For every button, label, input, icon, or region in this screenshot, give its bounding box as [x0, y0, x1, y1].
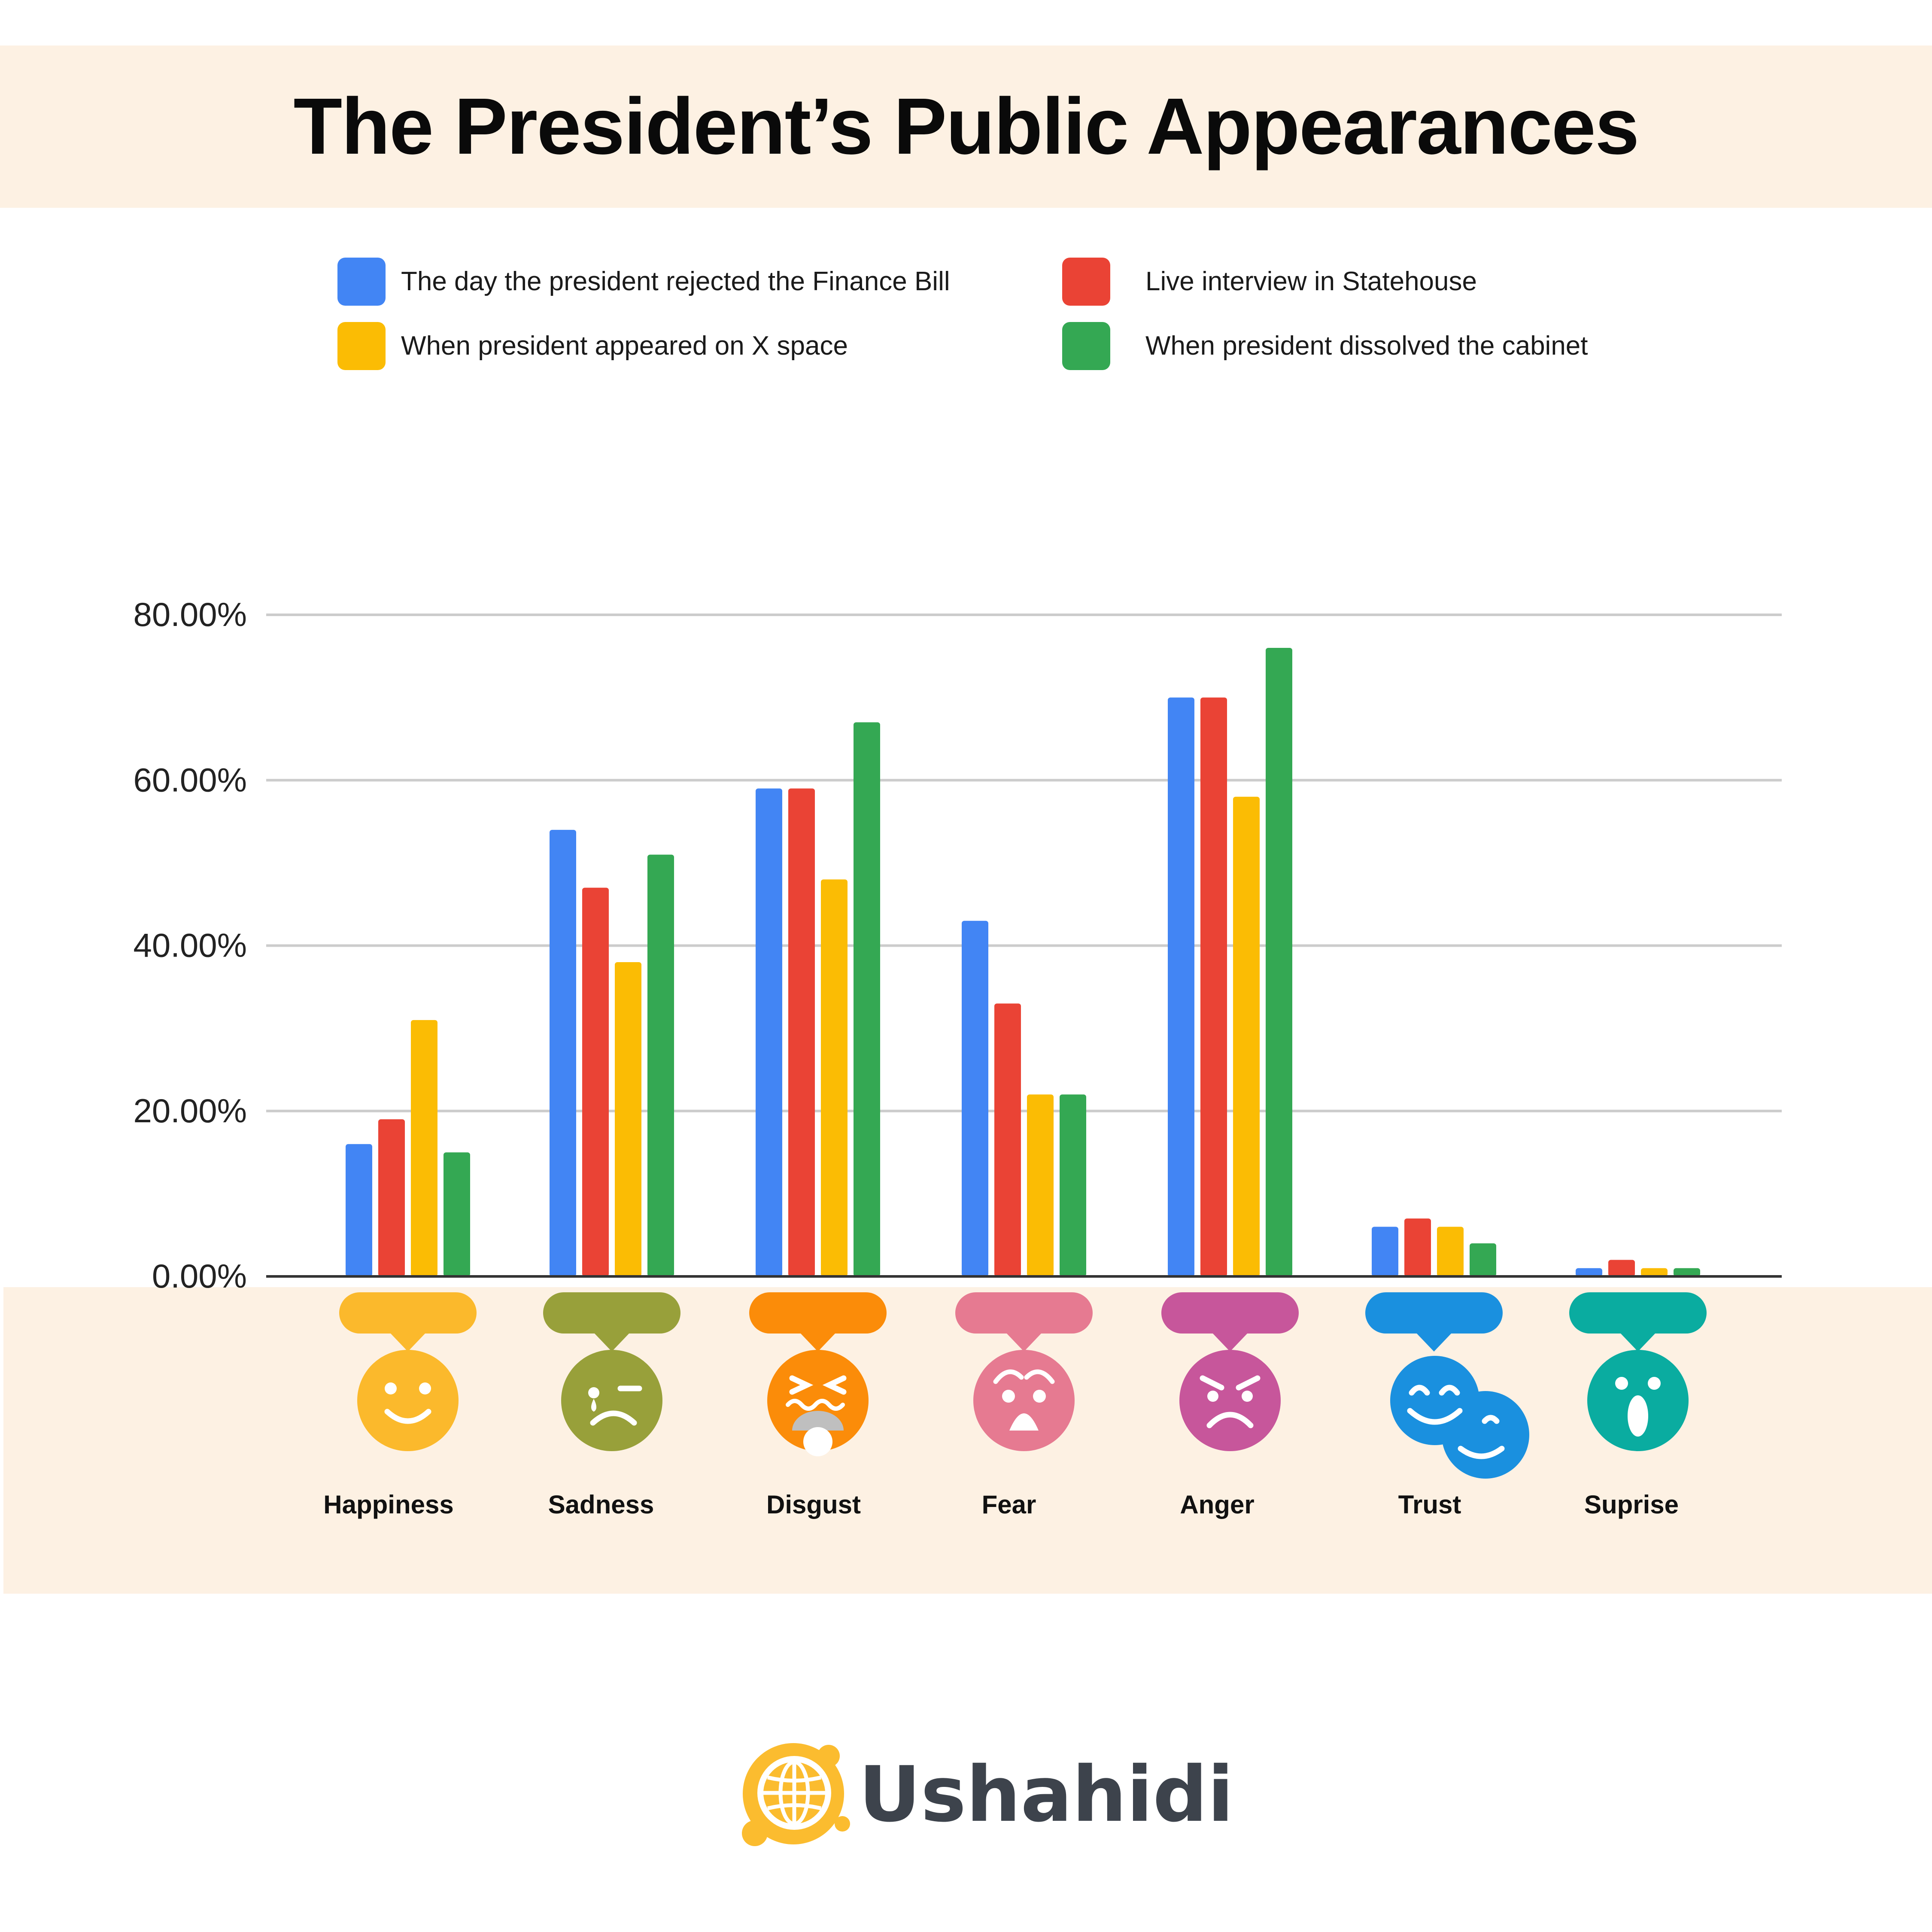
- brand-name: Ushahidi: [859, 1750, 1234, 1839]
- emotion-tab-pointer: [1006, 1333, 1042, 1352]
- bar: [1608, 1260, 1635, 1276]
- bar: [582, 887, 609, 1276]
- emotion-tab: [1569, 1292, 1707, 1334]
- bar: [615, 962, 641, 1276]
- title-band: [0, 46, 1932, 208]
- y-tick-label: 0.00%: [152, 1257, 247, 1295]
- bar: [962, 920, 988, 1276]
- category-label: Suprise: [1584, 1490, 1679, 1519]
- legend-label: When president dissolved the cabinet: [1145, 331, 1588, 361]
- y-tick-label: 40.00%: [133, 927, 247, 964]
- legend: The day the president rejected the Finan…: [0, 0, 1932, 386]
- bar: [444, 1152, 470, 1276]
- bar: [1266, 648, 1292, 1276]
- bar: [346, 1144, 372, 1276]
- bar: [411, 1020, 437, 1276]
- emotion-tab-pointer: [1416, 1333, 1452, 1352]
- bar: [1404, 1218, 1431, 1276]
- y-tick-label: 60.00%: [133, 761, 247, 799]
- bar: [1060, 1094, 1086, 1276]
- sad-face-icon: [561, 1350, 662, 1451]
- category-label: Fear: [982, 1490, 1036, 1519]
- chart-title: The President’s Public Appearances: [293, 82, 1640, 171]
- bar: [756, 788, 782, 1276]
- bar: [1233, 796, 1260, 1276]
- emotion-tab-pointer: [390, 1333, 426, 1352]
- legend-label: When president appeared on X space: [401, 331, 848, 361]
- fear-face-icon: [973, 1350, 1075, 1451]
- emotion-tab: [1365, 1292, 1503, 1334]
- bar: [1372, 1227, 1398, 1276]
- bar: [378, 1119, 405, 1276]
- emotion-tab-pointer: [800, 1333, 836, 1352]
- legend-label: The day the president rejected the Finan…: [401, 267, 950, 296]
- category-label: Anger: [1180, 1490, 1254, 1519]
- legend-swatch: [337, 258, 386, 306]
- legend-swatch: [337, 322, 386, 370]
- bar: [994, 1003, 1021, 1276]
- emotion-tab-pointer: [594, 1333, 630, 1352]
- legend-label: Live interview in Statehouse: [1145, 267, 1477, 296]
- category-label: Sadness: [548, 1490, 654, 1519]
- bar: [1674, 1268, 1700, 1276]
- y-tick-label: 20.00%: [133, 1092, 247, 1130]
- emotion-tab-pointer: [1620, 1333, 1656, 1352]
- trust-faces-icon: [1390, 1356, 1529, 1479]
- emotion-tab: [1161, 1292, 1299, 1334]
- y-tick-label: 80.00%: [133, 595, 247, 633]
- bar: [1576, 1268, 1602, 1276]
- emotion-tab: [543, 1292, 680, 1334]
- category-label: Trust: [1398, 1490, 1461, 1519]
- emotion-tab: [749, 1292, 887, 1334]
- bar: [1027, 1094, 1054, 1276]
- category-label: Happiness: [323, 1490, 453, 1519]
- happy-face-icon: [357, 1350, 459, 1451]
- emotion-tab: [955, 1292, 1093, 1334]
- bar: [1470, 1243, 1496, 1276]
- emotion-tab: [339, 1292, 477, 1334]
- category-label: Disgust: [766, 1490, 861, 1519]
- bar: [821, 879, 848, 1276]
- disgust-face-icon: [767, 1350, 869, 1456]
- bar: [1437, 1227, 1464, 1276]
- globe-logo-icon: [742, 1743, 850, 1846]
- bar: [647, 854, 674, 1276]
- bar: [550, 829, 576, 1276]
- emotion-tab-pointer: [1212, 1333, 1248, 1352]
- bar: [854, 722, 880, 1276]
- bar: [1641, 1268, 1668, 1276]
- angry-face-icon: [1179, 1350, 1281, 1451]
- bar: [1200, 697, 1227, 1276]
- legend-swatch: [1062, 322, 1110, 370]
- legend-swatch: [1062, 258, 1110, 306]
- bar: [788, 788, 815, 1276]
- surprised-face-icon: [1587, 1350, 1689, 1451]
- bar: [1168, 697, 1194, 1276]
